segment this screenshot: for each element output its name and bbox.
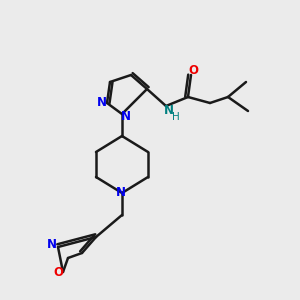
Text: N: N: [121, 110, 131, 124]
Text: N: N: [97, 95, 107, 109]
Text: N: N: [164, 104, 174, 118]
Text: H: H: [172, 112, 180, 122]
Text: N: N: [47, 238, 57, 251]
Text: O: O: [188, 64, 198, 76]
Text: N: N: [116, 185, 126, 199]
Text: O: O: [53, 266, 63, 280]
